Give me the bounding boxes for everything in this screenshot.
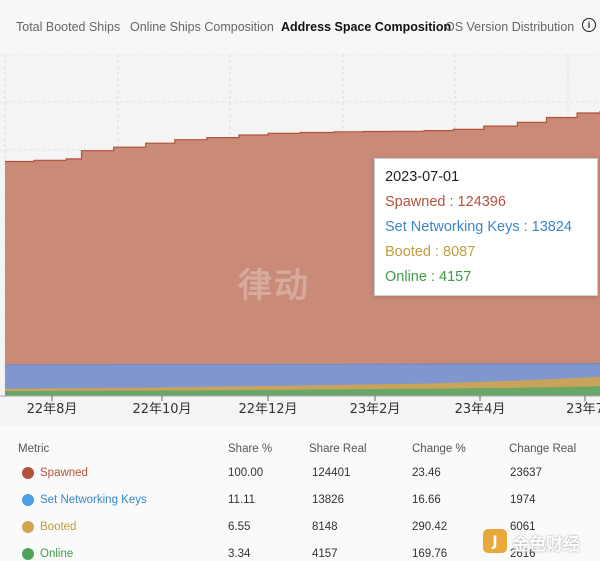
share-pct-cell: 100.00	[228, 467, 264, 479]
x-axis-tick-label: 22年10月	[132, 402, 191, 417]
metric-name[interactable]: Spawned	[40, 467, 88, 479]
share-pct-cell: 6.55	[228, 521, 251, 533]
change-pct-cell: 16.66	[412, 494, 441, 506]
tab-address-space-composition[interactable]: Address Space Composition	[281, 20, 452, 34]
metric-name[interactable]: Booted	[40, 521, 77, 533]
online-legend-dot	[22, 548, 34, 560]
x-axis-tick-label: 23年2月	[350, 402, 401, 417]
tab-bar: Total Booted Ships Online Ships Composit…	[0, 0, 600, 54]
change-pct-cell: 23.46	[412, 467, 441, 479]
header-change-pct[interactable]: Change %	[412, 443, 466, 455]
tooltip-set-networking-keys: Set Networking Keys : 13824	[385, 219, 572, 235]
x-axis-tick-label: 22年12月	[238, 402, 297, 417]
booted-legend-dot	[22, 521, 34, 533]
tooltip-online: Online : 4157	[385, 269, 472, 285]
x-axis-tick-label: 23年7	[566, 402, 600, 417]
spawned-line	[5, 110, 600, 163]
watermark-logo: 律动	[238, 267, 310, 305]
tooltip-booted: Booted : 8087	[385, 244, 476, 260]
jinse-logo-icon: J	[483, 529, 507, 553]
tab-os-version-distribution[interactable]: OS Version Distribution	[445, 20, 575, 34]
metric-name[interactable]: Set Networking Keys	[40, 494, 147, 506]
svg-text:J: J	[491, 534, 497, 550]
x-axis-tick-label: 23年4月	[455, 402, 506, 417]
change-real-cell: 6061	[510, 521, 536, 533]
tab-total-booted-ships[interactable]: Total Booted Ships	[16, 20, 121, 34]
jinse-logo-text: 金色财经	[512, 535, 580, 554]
change-real-cell: 1974	[510, 494, 536, 506]
change-pct-cell: 169.76	[412, 548, 448, 560]
online-area	[5, 386, 600, 396]
set-networking-keys-line	[4, 363, 600, 366]
share-pct-cell: 3.34	[228, 548, 251, 560]
tooltip-date: 2023-07-01	[385, 169, 460, 185]
metric-name[interactable]: Online	[40, 548, 74, 560]
chart-tooltip: 2023-07-01 Spawned : 124396 Set Networki…	[374, 158, 598, 296]
tooltip-spawned: Spawned : 124396	[385, 194, 506, 210]
header-change-real[interactable]: Change Real	[509, 443, 577, 455]
change-pct-cell: 290.42	[412, 521, 448, 533]
share-real-cell: 8148	[312, 521, 338, 533]
address-space-chart[interactable]: 22年8月 22年10月 22年12月 23年2月 23年4月 23年7 律动 2023-…	[0, 54, 600, 426]
share-real-cell: 124401	[312, 467, 351, 479]
spawned-legend-dot	[22, 467, 34, 479]
share-real-cell: 13826	[312, 494, 344, 506]
header-share-pct[interactable]: Share %	[228, 443, 273, 455]
change-real-cell: 2616	[510, 548, 536, 560]
set-networking-keys-legend-dot	[22, 494, 34, 506]
x-axis-tick-label: 22年8月	[27, 402, 78, 417]
share-pct-cell: 11.11	[228, 494, 256, 506]
info-icon[interactable]: i	[582, 18, 596, 32]
header-share-real[interactable]: Share Real	[309, 443, 367, 455]
share-real-cell: 4157	[312, 548, 338, 560]
jinse-logo: J 金色财经	[482, 528, 594, 554]
header-metric: Metric	[18, 443, 50, 455]
change-real-cell: 23637	[510, 467, 542, 479]
tab-online-ships-composition[interactable]: Online Ships Composition	[130, 20, 274, 34]
